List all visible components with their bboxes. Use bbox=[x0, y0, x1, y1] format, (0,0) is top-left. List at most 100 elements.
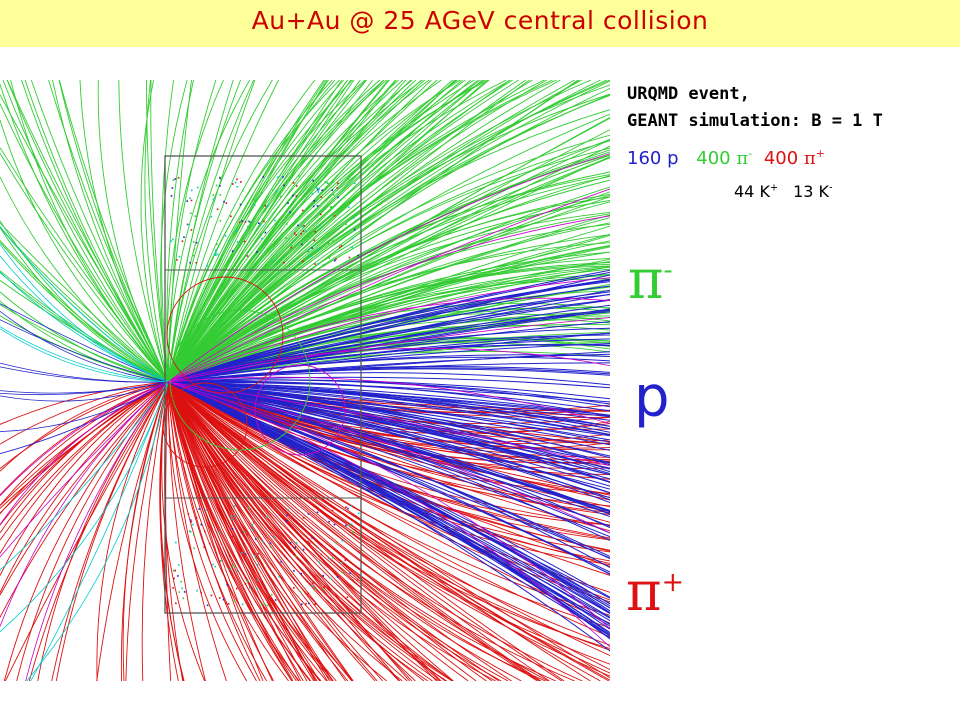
hit bbox=[335, 541, 337, 544]
hit bbox=[301, 243, 303, 246]
track bbox=[167, 80, 579, 383]
detector-box bbox=[164, 155, 362, 614]
hit bbox=[330, 206, 333, 208]
hit bbox=[190, 229, 193, 231]
hit bbox=[233, 600, 236, 602]
hit bbox=[295, 195, 298, 197]
hit bbox=[318, 561, 320, 563]
hit bbox=[308, 602, 310, 605]
hit bbox=[333, 523, 336, 526]
hit bbox=[277, 176, 279, 178]
track bbox=[167, 80, 387, 383]
hit bbox=[318, 249, 320, 251]
hit bbox=[235, 587, 238, 590]
hit bbox=[329, 577, 332, 580]
hit bbox=[187, 513, 190, 515]
hit bbox=[234, 515, 237, 518]
particle-counts: 160 p 400 π- 400 π+ bbox=[627, 147, 825, 169]
hit bbox=[269, 546, 272, 548]
track bbox=[167, 376, 610, 389]
track bbox=[167, 381, 610, 503]
hit bbox=[335, 258, 337, 260]
track bbox=[167, 381, 401, 681]
title-banner: Au+Au @ 25 AGeV central collision bbox=[0, 0, 960, 47]
hit bbox=[229, 568, 232, 570]
track bbox=[167, 171, 610, 383]
hit bbox=[256, 251, 258, 253]
track bbox=[167, 193, 610, 383]
hit bbox=[258, 222, 260, 224]
label-pi-minus: π- bbox=[628, 248, 673, 311]
track bbox=[167, 80, 412, 383]
hit bbox=[192, 254, 195, 257]
track bbox=[167, 381, 400, 681]
hit bbox=[195, 516, 198, 519]
hit bbox=[332, 181, 334, 183]
hit bbox=[216, 243, 218, 246]
track bbox=[0, 319, 169, 383]
looper-track bbox=[254, 364, 346, 456]
hit bbox=[307, 249, 310, 251]
hit bbox=[241, 220, 243, 222]
hit bbox=[295, 555, 297, 558]
hit bbox=[218, 597, 221, 599]
track bbox=[0, 381, 169, 497]
hit bbox=[196, 186, 199, 189]
hit bbox=[261, 245, 264, 248]
track bbox=[30, 381, 169, 681]
hit bbox=[223, 200, 225, 203]
hit bbox=[305, 602, 307, 605]
hit bbox=[215, 252, 217, 255]
hit bbox=[219, 559, 222, 562]
hit bbox=[177, 177, 180, 179]
hit bbox=[348, 256, 351, 259]
hit bbox=[293, 587, 295, 589]
track bbox=[0, 381, 169, 432]
hit bbox=[295, 542, 298, 544]
hit bbox=[253, 198, 255, 201]
track bbox=[167, 80, 192, 383]
hit bbox=[302, 517, 305, 519]
hit bbox=[252, 521, 255, 524]
track bbox=[167, 138, 610, 383]
track bbox=[167, 87, 610, 383]
hit bbox=[235, 230, 238, 232]
hit bbox=[313, 239, 316, 242]
hit bbox=[301, 209, 304, 212]
hit bbox=[321, 189, 324, 191]
hit bbox=[264, 231, 267, 234]
hit bbox=[215, 254, 217, 256]
track bbox=[167, 281, 610, 383]
hit bbox=[210, 594, 213, 597]
hit bbox=[192, 241, 195, 243]
hit bbox=[189, 261, 191, 264]
hit bbox=[176, 259, 178, 261]
hit bbox=[270, 593, 273, 596]
track bbox=[167, 381, 610, 436]
track bbox=[0, 328, 169, 383]
hit bbox=[182, 597, 185, 600]
hit bbox=[323, 586, 325, 588]
hit bbox=[247, 225, 249, 228]
hit bbox=[302, 548, 305, 551]
hit bbox=[234, 181, 237, 184]
hit bbox=[324, 181, 326, 183]
hit bbox=[287, 509, 290, 511]
track bbox=[26, 381, 169, 681]
hit bbox=[170, 240, 172, 242]
hit bbox=[183, 591, 186, 593]
hit bbox=[278, 576, 280, 578]
track bbox=[0, 381, 169, 396]
hit bbox=[341, 561, 343, 564]
hit bbox=[196, 589, 198, 592]
track bbox=[0, 222, 169, 383]
hit bbox=[177, 575, 179, 577]
page-title: Au+Au @ 25 AGeV central collision bbox=[251, 6, 709, 35]
hit bbox=[318, 188, 320, 190]
track bbox=[167, 80, 610, 383]
info-line-event: URQMD event, bbox=[627, 84, 750, 104]
hit bbox=[243, 530, 245, 533]
track bbox=[125, 381, 169, 681]
hit bbox=[326, 181, 328, 184]
track bbox=[0, 381, 169, 571]
